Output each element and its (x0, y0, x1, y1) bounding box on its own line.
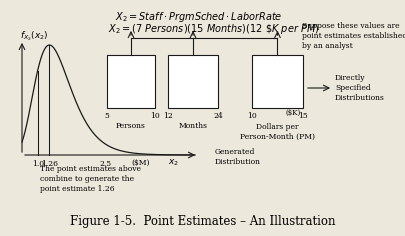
Text: 24: 24 (213, 112, 222, 120)
Text: $X_2 = (7\ Persons)(15\ Months)(12\ \$K\ per\ PM)$: $X_2 = (7\ Persons)(15\ Months)(12\ \$K\… (108, 22, 319, 36)
Text: $f_{X_2}(x_2)$: $f_{X_2}(x_2)$ (20, 30, 49, 43)
Text: 12: 12 (163, 112, 173, 120)
Bar (252, 55, 302, 108)
Bar (107, 55, 155, 108)
Text: Suppose these values are
point estimates established
by an analyst: Suppose these values are point estimates… (301, 22, 405, 50)
Text: Figure 1-5.  Point Estimates – An Illustration: Figure 1-5. Point Estimates – An Illustr… (70, 215, 335, 228)
Text: 10: 10 (150, 112, 160, 120)
Text: 1.26: 1.26 (41, 160, 58, 168)
Text: Months: Months (178, 122, 207, 130)
Text: The point estimates above
combine to generate the
point estimate 1.26: The point estimates above combine to gen… (40, 165, 141, 193)
Text: $X_2 = Staff \cdot PrgmSched \cdot LaborRate$: $X_2 = Staff \cdot PrgmSched \cdot Labor… (115, 10, 282, 24)
Text: 15: 15 (297, 112, 307, 120)
Text: $x_2$: $x_2$ (168, 158, 179, 169)
Text: 1.0: 1.0 (32, 160, 44, 168)
Text: Dollars per
Person-Month (PM): Dollars per Person-Month (PM) (239, 123, 314, 141)
Text: 2.5: 2.5 (99, 160, 111, 168)
Text: 5: 5 (104, 112, 109, 120)
Text: Persons: Persons (116, 122, 145, 130)
Text: ($K): ($K) (285, 109, 300, 117)
Text: 10: 10 (247, 112, 256, 120)
Bar (168, 55, 217, 108)
Text: Directly
Specified
Distributions: Directly Specified Distributions (334, 74, 384, 102)
Text: ($M): ($M) (132, 159, 150, 167)
Text: Generated
Distribution: Generated Distribution (215, 148, 260, 166)
